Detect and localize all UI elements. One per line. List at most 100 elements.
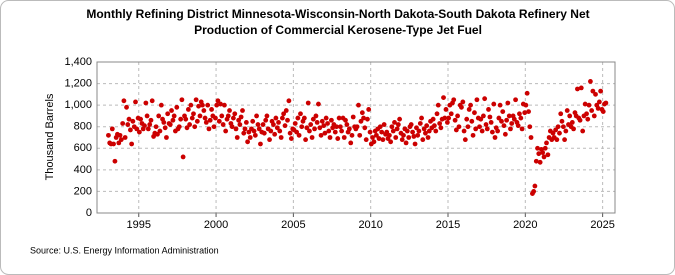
data-point <box>562 137 567 143</box>
plot-border <box>96 61 616 214</box>
data-point <box>323 115 329 121</box>
data-point <box>109 126 115 132</box>
data-point <box>313 113 319 119</box>
data-point <box>433 128 439 134</box>
data-point <box>531 189 537 194</box>
data-point <box>222 102 227 108</box>
data-point <box>258 141 263 147</box>
data-point <box>472 110 477 116</box>
data-point <box>358 118 364 124</box>
data-point <box>223 128 229 134</box>
data-point <box>536 151 542 157</box>
data-point <box>325 121 330 126</box>
data-point <box>571 126 576 132</box>
data-point <box>600 109 606 115</box>
data-point <box>197 113 203 119</box>
data-point <box>453 127 459 133</box>
data-point <box>468 102 473 108</box>
data-point <box>336 115 342 121</box>
x-tick-label: 2010 <box>358 219 382 231</box>
data-point <box>130 118 136 124</box>
x-tick-label: 2005 <box>281 219 305 231</box>
data-point <box>116 140 122 146</box>
data-point <box>555 124 561 130</box>
data-point <box>535 145 540 151</box>
data-point <box>202 115 208 121</box>
data-point <box>278 135 284 140</box>
data-point <box>394 126 400 132</box>
data-point <box>392 120 397 125</box>
data-point <box>460 99 466 105</box>
data-point <box>350 114 356 120</box>
data-point <box>164 135 169 140</box>
data-point <box>540 150 546 156</box>
data-point <box>371 139 377 145</box>
data-point <box>403 140 409 146</box>
data-point <box>591 113 597 119</box>
data-point <box>452 117 458 123</box>
data-point <box>200 102 205 108</box>
y-tick-label: 400 <box>74 164 92 176</box>
data-point <box>343 117 348 123</box>
data-point <box>162 125 168 131</box>
data-point <box>346 126 352 132</box>
data-point <box>201 108 207 113</box>
data-point <box>415 132 421 138</box>
data-point <box>243 120 249 125</box>
data-point <box>421 126 427 132</box>
data-point <box>267 137 272 143</box>
data-point <box>237 122 243 127</box>
data-point <box>497 102 503 108</box>
data-point <box>435 102 441 108</box>
data-point <box>544 140 549 146</box>
data-point <box>180 154 186 160</box>
data-point <box>174 104 180 110</box>
data-point <box>489 129 495 135</box>
data-point <box>466 107 472 112</box>
data-point <box>134 126 140 132</box>
data-point <box>459 104 464 110</box>
data-point <box>176 124 182 130</box>
data-point <box>167 122 173 127</box>
data-point <box>483 122 489 127</box>
data-point <box>319 118 325 124</box>
data-point <box>444 120 450 125</box>
data-point <box>234 135 240 140</box>
data-point <box>430 116 436 122</box>
data-point <box>386 132 392 138</box>
data-point <box>220 122 226 127</box>
data-point <box>178 116 184 122</box>
data-point <box>584 111 589 117</box>
data-point <box>426 128 432 134</box>
data-point <box>133 99 138 105</box>
data-point <box>511 116 517 122</box>
data-point <box>117 132 123 138</box>
data-point <box>397 116 403 122</box>
data-point <box>384 129 390 135</box>
data-point <box>309 135 315 140</box>
data-point <box>299 124 305 130</box>
data-point <box>367 129 373 135</box>
data-point <box>339 128 345 134</box>
data-point <box>260 122 266 127</box>
data-point <box>318 132 324 138</box>
data-point <box>111 141 116 147</box>
data-point <box>268 128 274 134</box>
data-point <box>365 116 370 122</box>
data-point <box>185 107 191 112</box>
data-point <box>362 125 368 131</box>
data-point <box>219 113 225 119</box>
data-point <box>138 116 144 122</box>
data-point <box>120 121 126 126</box>
data-point <box>379 129 385 135</box>
data-point <box>242 126 248 132</box>
data-point <box>285 117 290 123</box>
data-point <box>255 122 261 127</box>
x-tick-label: 1995 <box>127 219 151 231</box>
data-point <box>304 125 310 131</box>
data-point <box>247 135 253 140</box>
x-tick-label: 2000 <box>204 219 228 231</box>
data-point <box>441 95 446 100</box>
data-point <box>158 102 164 108</box>
data-point <box>532 183 538 189</box>
